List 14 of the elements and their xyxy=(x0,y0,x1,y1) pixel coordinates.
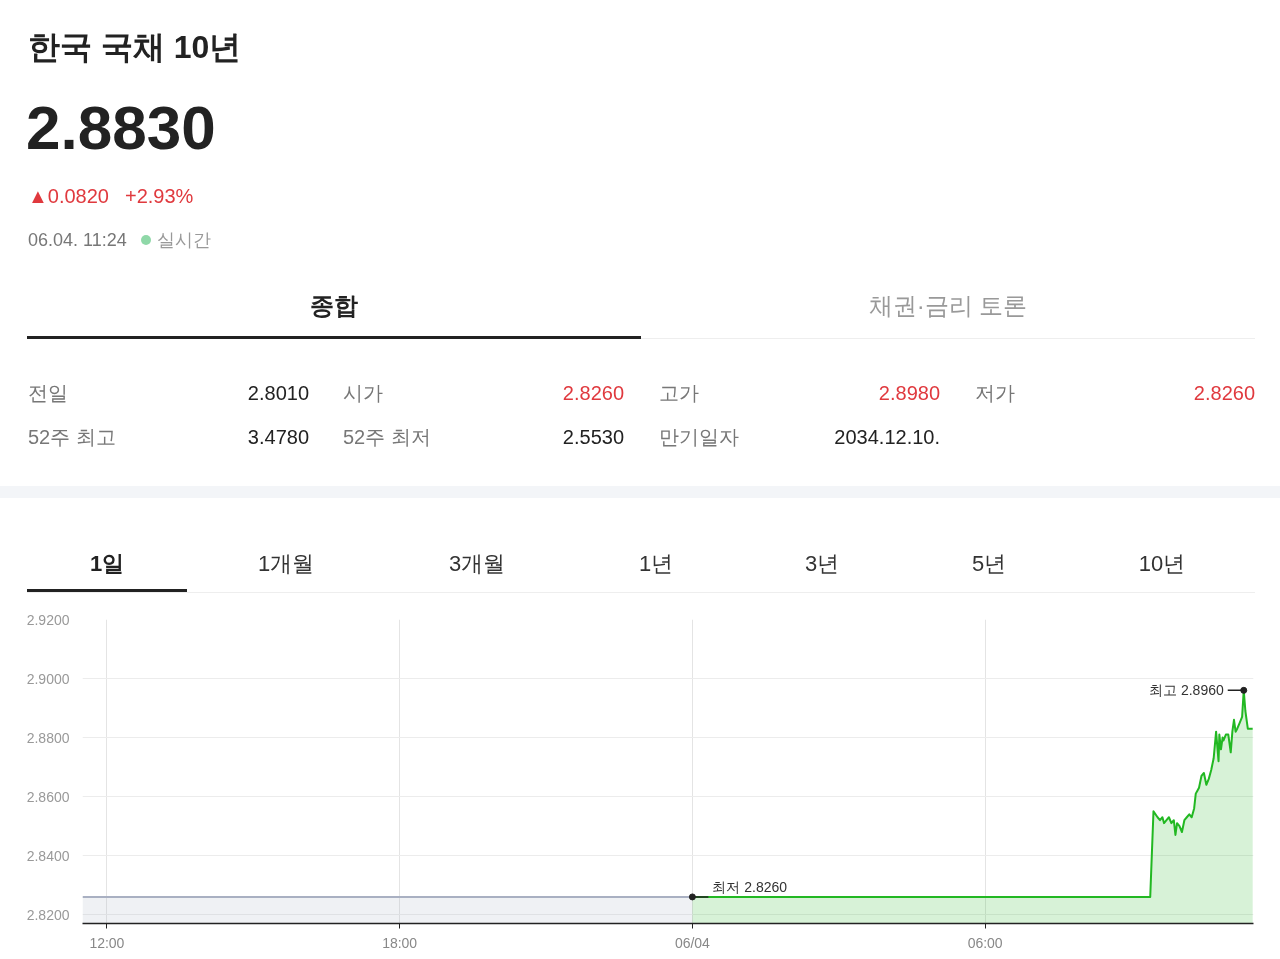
y-tick-label: 2.8400 xyxy=(26,847,70,864)
x-tick-label: 12:00 xyxy=(89,934,125,951)
y-tick-label: 2.9200 xyxy=(26,611,70,628)
y-tick-label: 2.8800 xyxy=(26,729,70,746)
annotation: 최저 2.8260 xyxy=(712,878,788,895)
title: 한국 국채 10년 xyxy=(28,28,242,67)
x-tick-label: 06:00 xyxy=(967,934,1003,951)
y-tick-label: 2.8600 xyxy=(26,788,70,805)
y-tick-label: 2.9000 xyxy=(26,670,70,687)
subtitle: 2.8830 xyxy=(26,92,216,164)
x-tick-label: 18:00 xyxy=(382,934,418,951)
y-tick-label: 2.8200 xyxy=(26,906,70,923)
x-tick-label: 06/04 xyxy=(674,934,711,951)
annotation: 최고 2.8960 xyxy=(1149,682,1224,699)
